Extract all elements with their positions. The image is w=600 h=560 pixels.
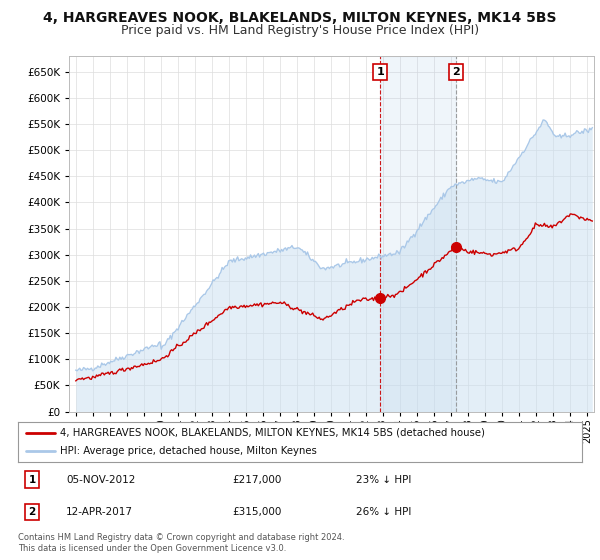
Text: 23% ↓ HPI: 23% ↓ HPI xyxy=(356,475,412,484)
Text: HPI: Average price, detached house, Milton Keynes: HPI: Average price, detached house, Milt… xyxy=(60,446,317,456)
Bar xyxy=(380,56,455,412)
Text: 2: 2 xyxy=(28,507,36,517)
Text: Price paid vs. HM Land Registry's House Price Index (HPI): Price paid vs. HM Land Registry's House … xyxy=(121,24,479,36)
Text: £315,000: £315,000 xyxy=(232,507,281,517)
Text: 05-NOV-2012: 05-NOV-2012 xyxy=(66,475,136,484)
Text: 1: 1 xyxy=(28,475,36,484)
Text: 4, HARGREAVES NOOK, BLAKELANDS, MILTON KEYNES, MK14 5BS (detached house): 4, HARGREAVES NOOK, BLAKELANDS, MILTON K… xyxy=(60,428,485,437)
Text: 1: 1 xyxy=(376,67,384,77)
Text: £217,000: £217,000 xyxy=(232,475,281,484)
Text: Contains HM Land Registry data © Crown copyright and database right 2024.
This d: Contains HM Land Registry data © Crown c… xyxy=(18,533,344,553)
Text: 2: 2 xyxy=(452,67,460,77)
Text: 12-APR-2017: 12-APR-2017 xyxy=(66,507,133,517)
Text: 26% ↓ HPI: 26% ↓ HPI xyxy=(356,507,412,517)
Text: 4, HARGREAVES NOOK, BLAKELANDS, MILTON KEYNES, MK14 5BS: 4, HARGREAVES NOOK, BLAKELANDS, MILTON K… xyxy=(43,11,557,25)
